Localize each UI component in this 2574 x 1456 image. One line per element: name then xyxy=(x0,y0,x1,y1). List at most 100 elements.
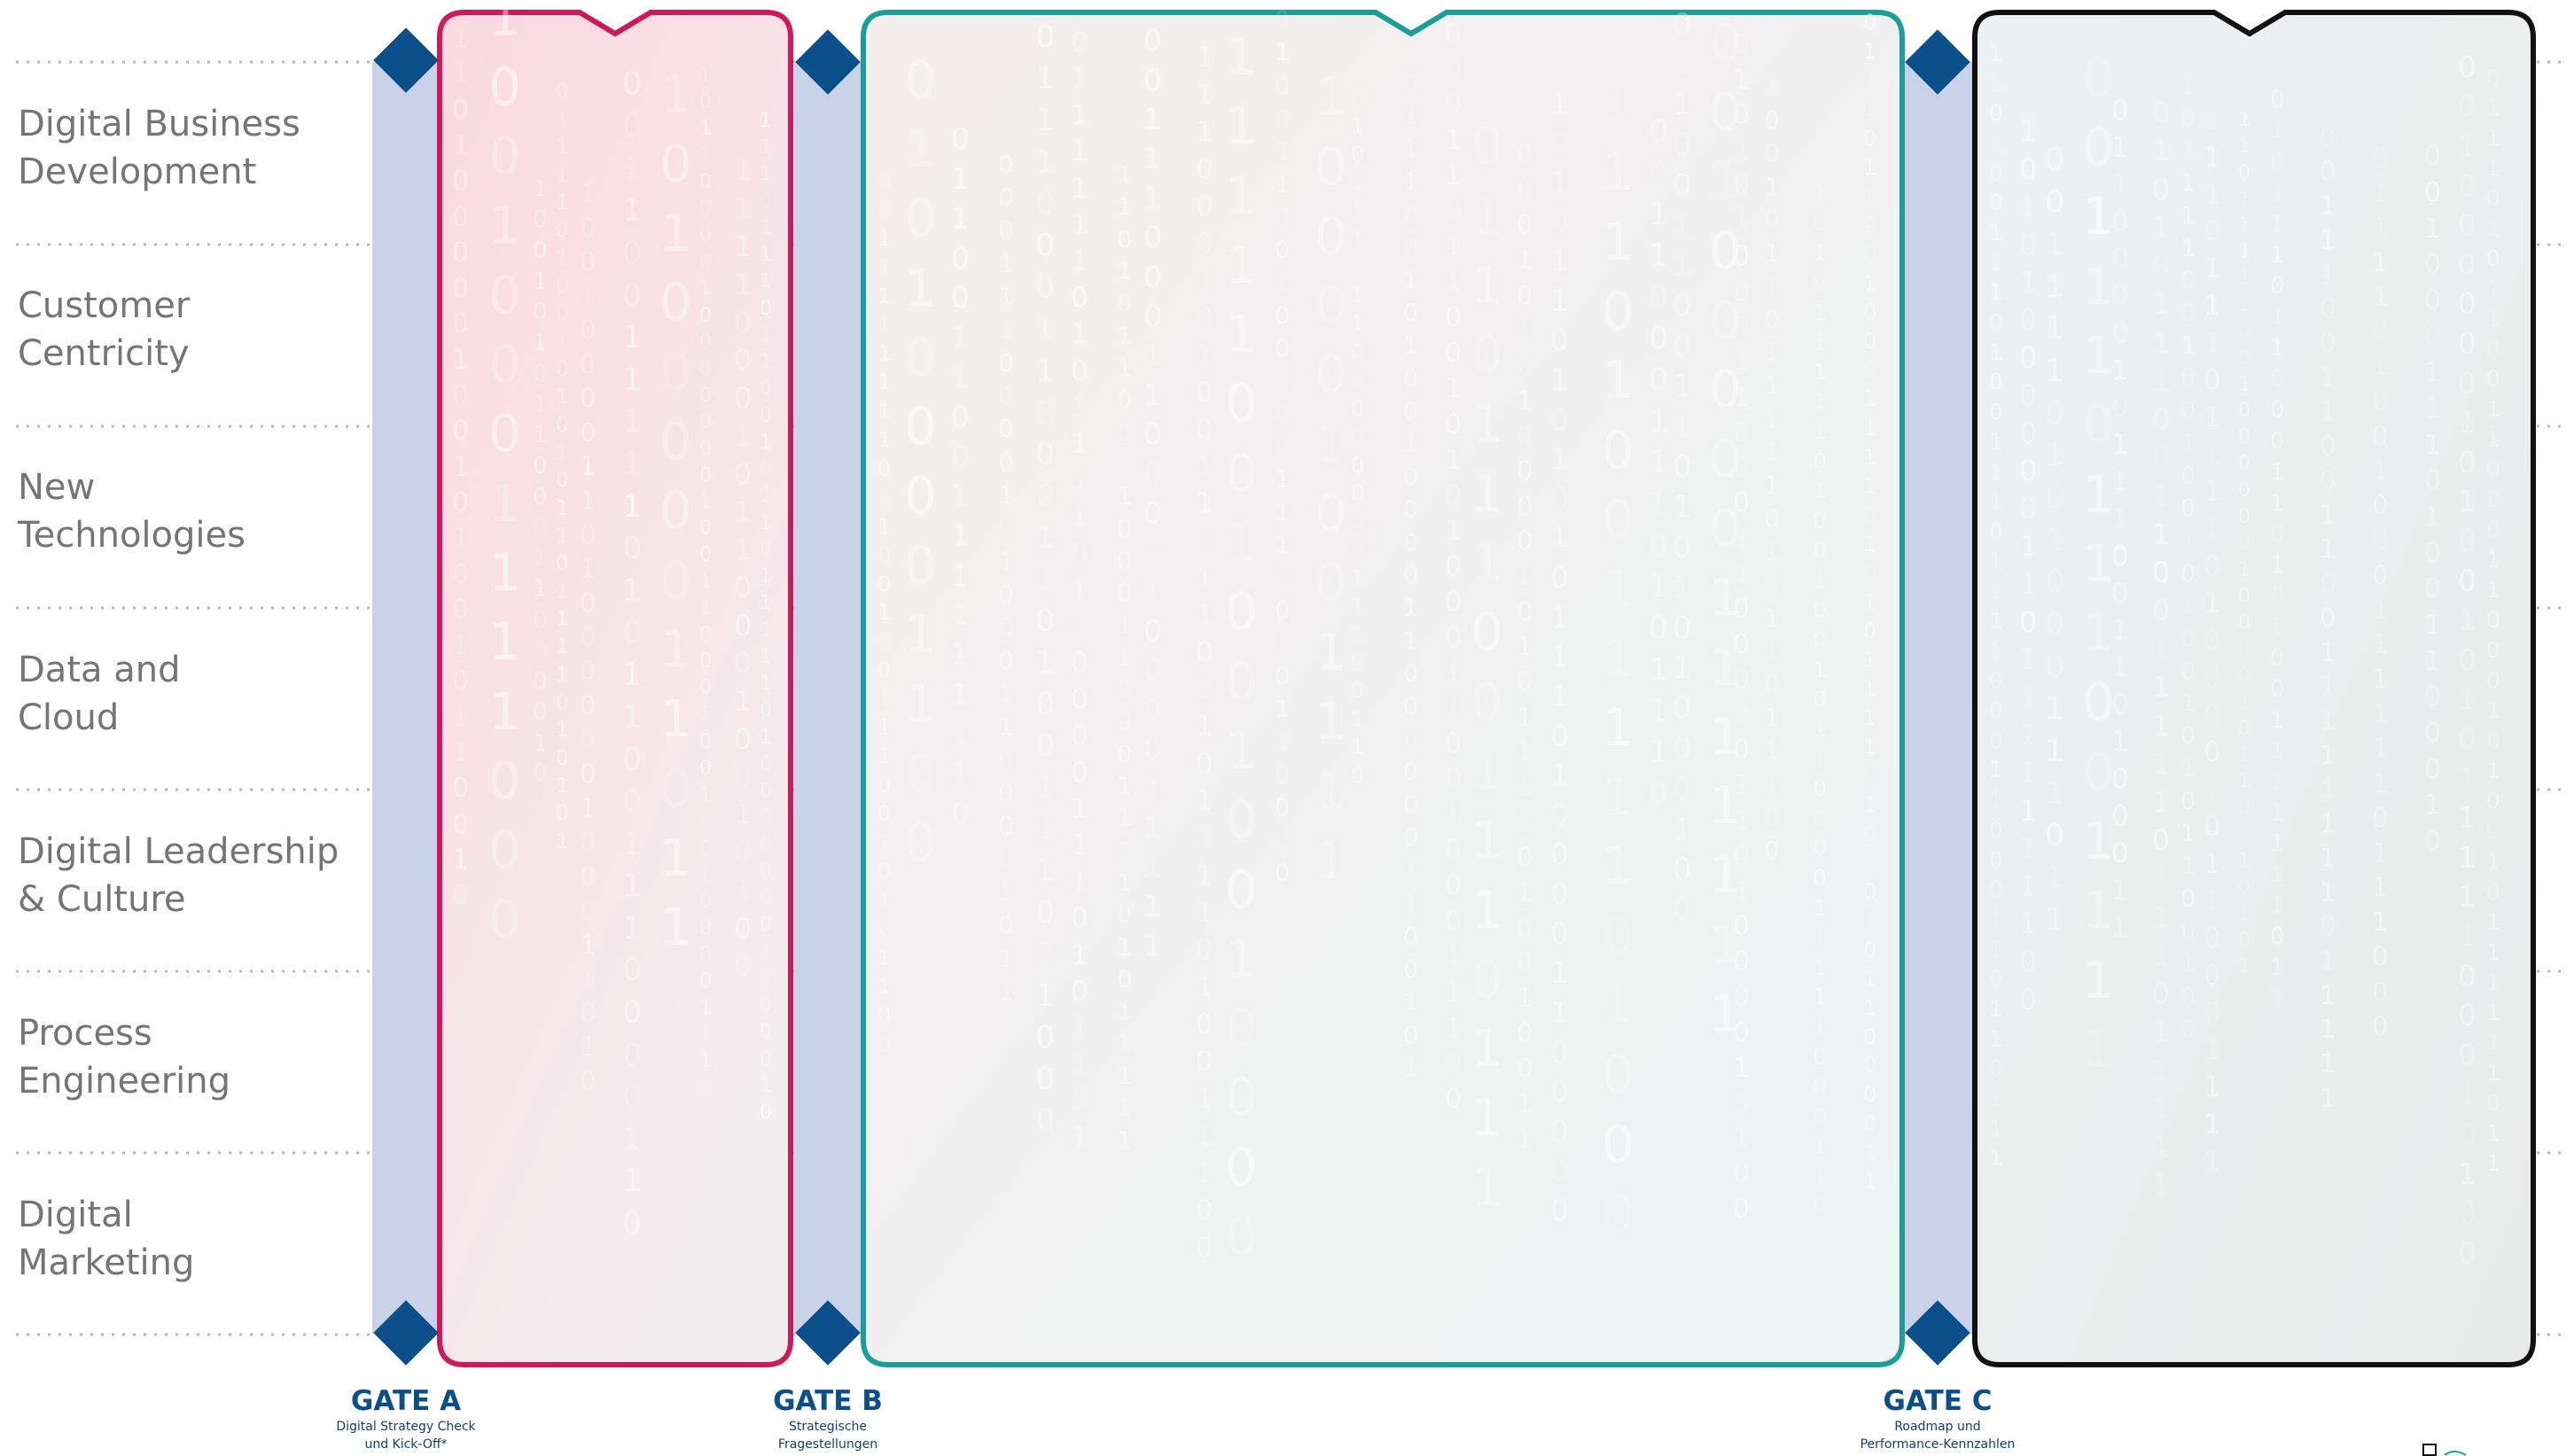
binary-digit: 0 xyxy=(2486,245,2500,271)
gate-c-label: GATE C Roadmap und Performance-Kennzahle… xyxy=(1806,1384,2069,1453)
binary-digit: 0 xyxy=(2111,392,2129,424)
binary-digit: 0 xyxy=(1445,338,1462,369)
binary-digit: 0 xyxy=(452,809,469,840)
binary-digit: 0 xyxy=(1709,12,1742,73)
binary-digit: 0 xyxy=(734,343,752,377)
binary-digit: 1 xyxy=(1733,1123,1750,1154)
binary-digit: 0 xyxy=(2045,564,2064,600)
binary-digit: 0 xyxy=(998,414,1014,443)
binary-digit: 0 xyxy=(1550,125,1569,160)
binary-digit: 1 xyxy=(1813,1014,1827,1039)
binary-digit: 0 xyxy=(1314,206,1347,266)
binary-digit: 1 xyxy=(760,270,772,292)
binary-digit: 1 xyxy=(1989,608,2003,634)
binary-digit: 0 xyxy=(2486,336,2500,362)
binary-digit: 0 xyxy=(2019,228,2037,261)
binary-digit: 0 xyxy=(2486,65,2500,90)
binary-digit: 1 xyxy=(1035,645,1055,681)
binary-digit: 0 xyxy=(2458,1235,2476,1270)
binary-digit: 0 xyxy=(734,836,752,869)
binary-digit: 1 xyxy=(2045,227,2064,262)
binary-digit: 0 xyxy=(1517,842,1533,872)
binary-digit: 1 xyxy=(2372,282,2388,312)
binary-digit: 1 xyxy=(760,136,772,159)
binary-digit: 0 xyxy=(2320,122,2336,152)
binary-digit: 1 xyxy=(2270,490,2285,517)
binary-digit: 1 xyxy=(1673,208,1692,244)
binary-digit: 1 xyxy=(2486,939,2500,965)
binary-digit: 1 xyxy=(2204,1034,2221,1066)
binary-digit: 0 xyxy=(1863,1082,1876,1107)
small-square-mark xyxy=(2422,1444,2437,1456)
binary-digit: 1 xyxy=(1764,238,1780,268)
binary-digit: 1 xyxy=(1989,220,2003,245)
binary-digit: 1 xyxy=(1673,248,1692,284)
binary-digit: 1 xyxy=(2486,125,2500,151)
binary-digit: 0 xyxy=(1863,1053,1876,1078)
binary-digit: 0 xyxy=(1649,362,1668,398)
binary-digit: 0 xyxy=(2270,273,2285,300)
binary-digit: 1 xyxy=(2152,479,2170,512)
binary-digit: 1 xyxy=(2180,202,2196,230)
binary-digit: 1 xyxy=(1470,810,1503,870)
binary-digit: 1 xyxy=(699,1024,712,1046)
binary-digit: 1 xyxy=(2372,872,2388,902)
binary-digit: 1 xyxy=(1196,971,1213,1003)
binary-digit: 0 xyxy=(2458,89,2476,123)
binary-digit: 0 xyxy=(2320,911,2336,941)
binary-digit: 1 xyxy=(2270,830,2285,857)
binary-digit: 1 xyxy=(1517,315,1533,345)
binary-digit: 0 xyxy=(699,171,712,193)
binary-digit: 1 xyxy=(1550,995,1569,1030)
binary-digit: 0 xyxy=(2082,672,2115,732)
binary-digit: 1 xyxy=(1733,1053,1750,1084)
binary-digit: 1 xyxy=(2270,211,2285,237)
binary-digit: 0 xyxy=(998,348,1014,378)
binary-digit: 1 xyxy=(1517,807,1533,837)
binary-digit: 0 xyxy=(1351,678,1364,703)
binary-digit: 0 xyxy=(699,224,712,246)
binary-digit: 0 xyxy=(2424,538,2441,569)
binary-digit: 1 xyxy=(1351,199,1364,223)
binary-digit: 1 xyxy=(1117,1094,1132,1122)
binary-digit: 0 xyxy=(2111,317,2129,349)
binary-digit: 1 xyxy=(2320,1048,2336,1078)
binary-digit: 1 xyxy=(622,1122,642,1157)
binary-digit: 1 xyxy=(1989,250,2003,276)
binary-digit: 0 xyxy=(734,609,752,642)
binary-digit: 0 xyxy=(580,519,596,549)
binary-digit: 0 xyxy=(2019,378,2037,412)
binary-digit: 1 xyxy=(2320,705,2336,736)
binary-digit: 0 xyxy=(1709,359,1742,419)
binary-digit: 0 xyxy=(2019,983,2037,1016)
binary-digit: 1 xyxy=(1517,877,1533,907)
binary-digit: 1 xyxy=(2204,253,2221,284)
binary-digit: 1 xyxy=(2320,396,2336,426)
binary-digit: 1 xyxy=(452,452,469,483)
binary-digit: 0 xyxy=(2019,492,2037,526)
binary-digit: 1 xyxy=(556,108,569,131)
binary-digit: 0 xyxy=(1275,237,1290,264)
binary-digit: 1 xyxy=(2486,969,2500,995)
binary-digit: 1 xyxy=(2486,276,2500,301)
binary-digit: 1 xyxy=(1403,989,1418,1016)
binary-digit: 1 xyxy=(2180,592,2196,619)
binary-digit: 0 xyxy=(580,861,596,892)
binary-digit: 1 xyxy=(2082,1019,2115,1079)
binary-digit: 0 xyxy=(1143,417,1162,451)
binary-digit: 0 xyxy=(1470,116,1503,176)
binary-digit: 0 xyxy=(878,773,891,798)
binary-digit: 0 xyxy=(1117,548,1132,575)
binary-digit: 0 xyxy=(2458,286,2476,321)
binary-digit: 0 xyxy=(1863,851,1876,876)
binary-digit: 1 xyxy=(1517,561,1533,591)
binary-digit: 1 xyxy=(1813,746,1827,772)
binary-digit: 1 xyxy=(2180,332,2196,360)
binary-digit: 1 xyxy=(1225,304,1258,364)
binary-digit: 0 xyxy=(1550,560,1569,595)
binary-digit: 1 xyxy=(1445,693,1462,724)
binary-digit: 0 xyxy=(1733,170,1750,201)
binary-digit: 0 xyxy=(1989,876,2003,902)
binary-digit: 1 xyxy=(2372,907,2388,937)
binary-digit: 1 xyxy=(2019,756,2037,790)
